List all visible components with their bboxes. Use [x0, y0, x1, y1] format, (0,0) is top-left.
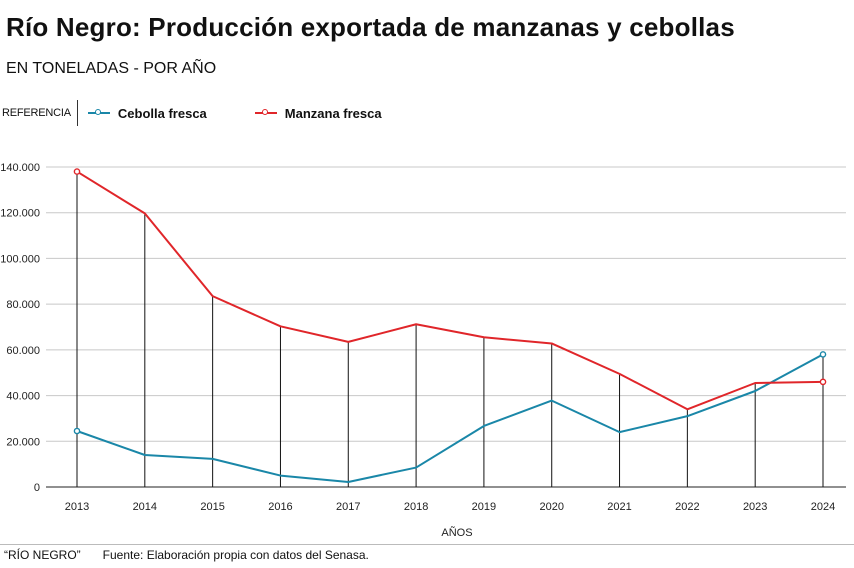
x-axis: 2013 2014 2015 2016 2017 2018 2019 2020 2021 2022… [65, 501, 835, 513]
legend-reference-label: REFERENCIA [2, 107, 71, 119]
legend-label-cebolla: Cebolla fresca [117, 105, 207, 121]
legend-label-manzana: Manzana fresca [284, 105, 382, 121]
series-line-cebolla-fresca [76, 353, 824, 483]
x-tick-label: 2020 [539, 501, 563, 513]
x-tick-label: 2023 [743, 501, 767, 513]
x-tick-label: 2019 [472, 501, 496, 513]
chart-grid [46, 166, 846, 488]
chart-subtitle: EN TONELADAS - POR AÑO [6, 60, 217, 77]
series-point-cebolla-fresca [73, 427, 81, 435]
y-tick-label: 80.000 [6, 299, 40, 311]
series-point-manzana-fresca [819, 378, 827, 386]
x-tick-label: 2018 [404, 501, 428, 513]
legend-separator [76, 100, 78, 126]
legend: REFERENCIA Cebolla fresca Manzana fresca [2, 100, 430, 126]
y-tick-label: 140.000 [0, 162, 40, 174]
legend-item-manzana: Manzana fresca [254, 105, 382, 121]
series-point-manzana-fresca [73, 168, 81, 175]
footer-source: Fuente: Elaboración propia con datos del… [102, 548, 369, 562]
legend-item-cebolla: Cebolla fresca [87, 105, 207, 121]
y-tick-label: 100.000 [0, 253, 40, 265]
x-tick-label: 2013 [65, 501, 89, 513]
x-tick-label: 2022 [675, 501, 699, 513]
series-point-cebolla-fresca [819, 351, 827, 358]
y-tick-label: 20.000 [6, 436, 40, 448]
series-line-manzana-fresca [76, 170, 824, 411]
x-tick-label: 2021 [607, 501, 631, 513]
y-tick-label: 0 [34, 482, 40, 494]
y-axis: 0 20.000 40.000 60.000 80.000 100.000 120.000 1… [0, 162, 40, 494]
x-tick-label: 2014 [133, 501, 157, 513]
x-tick-label: 2015 [200, 501, 224, 513]
y-tick-label: 60.000 [6, 345, 40, 357]
x-axis-title: AÑOS [441, 526, 472, 539]
line-chart: 0 20.000 40.000 60.000 80.000 100.000 120.000 1… [0, 162, 846, 539]
x-tick-label: 2016 [268, 501, 292, 513]
chart-series [73, 168, 827, 483]
footer-brand: “RÍO NEGRO” [4, 548, 81, 562]
footer: “RÍO NEGRO” Fuente: Elaboración propia co… [4, 548, 369, 562]
x-tick-label: 2017 [336, 501, 360, 513]
y-tick-label: 120.000 [0, 208, 40, 220]
y-tick-label: 40.000 [6, 391, 40, 403]
footer-divider [0, 544, 854, 545]
chart-title: Río Negro: Producción exportada de manza… [6, 12, 735, 42]
legend-swatch-manzana [254, 108, 277, 118]
legend-swatch-cebolla [87, 108, 110, 118]
x-tick-label: 2024 [811, 501, 835, 513]
